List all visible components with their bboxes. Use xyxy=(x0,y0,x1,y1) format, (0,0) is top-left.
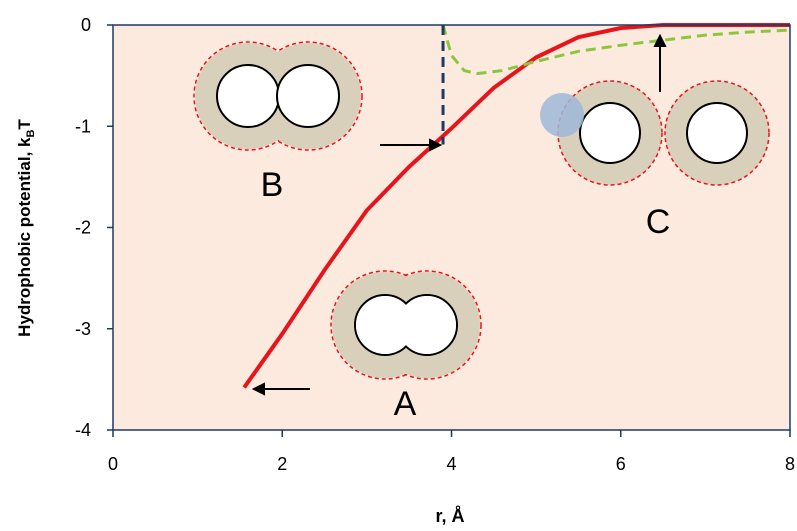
x-tick-label: 4 xyxy=(446,454,456,474)
y-tick-label: 0 xyxy=(81,15,91,35)
x-tick-label: 6 xyxy=(616,454,626,474)
y-label-text: Hydrophobic potential, k xyxy=(15,137,34,337)
y-label-text: T xyxy=(15,119,34,130)
y-tick-label: -1 xyxy=(75,116,91,136)
x-tick-label: 0 xyxy=(108,454,118,474)
annotation: B xyxy=(261,166,284,204)
chart: A B C r, Å Hydrophobic potential, kBT 0-… xyxy=(0,0,797,531)
annotation: A xyxy=(394,385,417,423)
y-label-sub: B xyxy=(25,130,37,138)
annotation: C xyxy=(646,203,671,241)
y-tick-label: -4 xyxy=(75,420,91,440)
schematic-a xyxy=(331,271,481,379)
schematic-b xyxy=(194,42,362,150)
x-tick-label: 2 xyxy=(277,454,287,474)
y-axis-label: Hydrophobic potential, kBT xyxy=(15,119,37,337)
x-tick-label: 8 xyxy=(785,454,795,474)
y-tick-label: -2 xyxy=(75,218,91,238)
y-tick-label: -3 xyxy=(75,319,91,339)
x-axis-label: r, Å xyxy=(435,506,464,526)
